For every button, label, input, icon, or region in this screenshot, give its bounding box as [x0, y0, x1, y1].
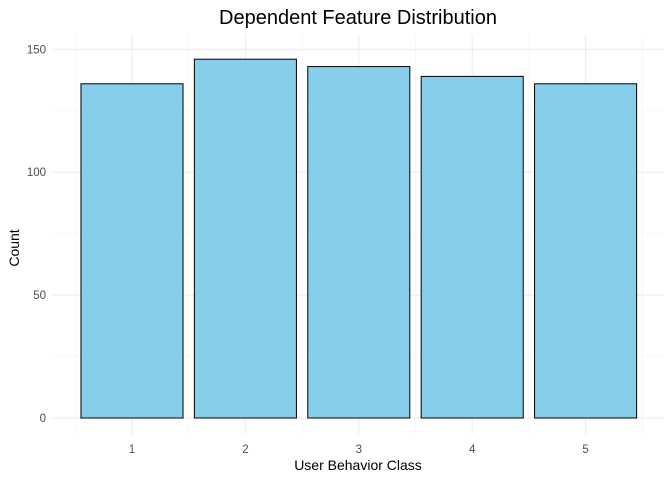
y-tick-label: 100 [27, 167, 46, 179]
x-axis-title: User Behavior Class [294, 457, 422, 473]
x-tick-label: 2 [242, 444, 248, 456]
bar-1 [80, 83, 184, 419]
x-tick-label: 1 [129, 444, 135, 456]
bar-3 [307, 66, 411, 419]
bars [80, 58, 638, 419]
y-axis-ticks: 0 50 100 150 [27, 44, 46, 425]
y-axis-title: Count [6, 229, 22, 266]
y-tick-label: 50 [33, 290, 46, 302]
y-tick-label: 150 [27, 44, 46, 56]
bar-2 [193, 58, 297, 419]
x-tick-label: 4 [469, 444, 476, 456]
x-tick-label: 5 [582, 444, 588, 456]
bar-4 [420, 75, 524, 419]
x-axis-ticks: 1 2 3 4 5 [129, 444, 589, 456]
bar-5 [534, 83, 638, 419]
chart-title: Dependent Feature Distribution [219, 7, 497, 29]
x-tick-label: 3 [356, 444, 362, 456]
y-tick-label: 0 [40, 413, 46, 425]
